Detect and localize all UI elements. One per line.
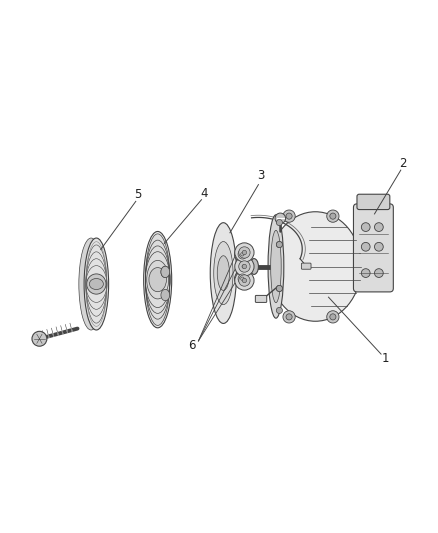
Circle shape (361, 243, 370, 251)
Ellipse shape (89, 279, 103, 289)
Circle shape (330, 213, 336, 219)
Ellipse shape (239, 261, 250, 272)
Circle shape (242, 278, 247, 282)
Circle shape (327, 210, 339, 222)
FancyBboxPatch shape (301, 263, 311, 269)
Ellipse shape (239, 247, 250, 258)
Ellipse shape (149, 268, 166, 292)
Text: 2: 2 (399, 157, 407, 170)
Ellipse shape (161, 266, 170, 278)
Ellipse shape (239, 275, 250, 286)
Circle shape (276, 285, 283, 292)
Ellipse shape (240, 262, 248, 271)
Ellipse shape (235, 243, 254, 262)
Ellipse shape (84, 238, 109, 330)
Circle shape (374, 243, 383, 251)
Circle shape (242, 264, 247, 269)
Ellipse shape (235, 246, 251, 263)
Circle shape (361, 223, 370, 231)
Circle shape (241, 277, 244, 280)
Circle shape (283, 210, 295, 222)
FancyBboxPatch shape (353, 204, 393, 292)
Circle shape (374, 269, 383, 278)
Circle shape (283, 311, 295, 323)
Circle shape (242, 265, 246, 268)
Ellipse shape (214, 241, 233, 304)
Circle shape (374, 223, 383, 231)
Circle shape (32, 332, 47, 346)
Ellipse shape (268, 215, 284, 318)
Text: 1: 1 (381, 352, 389, 365)
Ellipse shape (235, 271, 254, 290)
Text: 5: 5 (134, 188, 141, 201)
Text: 4: 4 (200, 187, 208, 200)
Ellipse shape (238, 249, 247, 259)
Ellipse shape (147, 260, 169, 299)
Circle shape (286, 213, 292, 219)
FancyBboxPatch shape (255, 295, 267, 302)
Ellipse shape (235, 270, 251, 287)
Circle shape (276, 308, 283, 313)
Circle shape (276, 241, 283, 248)
Circle shape (242, 251, 247, 255)
Ellipse shape (271, 230, 281, 303)
Ellipse shape (269, 212, 361, 321)
Circle shape (286, 314, 292, 320)
Ellipse shape (238, 274, 247, 284)
Circle shape (330, 314, 336, 320)
Ellipse shape (210, 223, 237, 324)
Circle shape (327, 311, 339, 323)
Ellipse shape (217, 256, 230, 290)
Circle shape (276, 241, 283, 248)
Circle shape (276, 285, 283, 292)
Ellipse shape (236, 258, 251, 275)
Text: 6: 6 (188, 339, 196, 352)
Ellipse shape (161, 266, 170, 278)
Ellipse shape (145, 234, 170, 326)
Text: 3: 3 (257, 169, 264, 182)
Ellipse shape (161, 289, 170, 301)
Circle shape (275, 213, 286, 223)
Circle shape (361, 269, 370, 278)
Ellipse shape (235, 257, 254, 276)
Ellipse shape (87, 274, 106, 294)
FancyBboxPatch shape (357, 194, 390, 209)
Circle shape (241, 253, 244, 256)
Circle shape (276, 220, 283, 225)
Ellipse shape (79, 238, 103, 330)
Ellipse shape (144, 231, 172, 328)
Ellipse shape (250, 259, 258, 274)
